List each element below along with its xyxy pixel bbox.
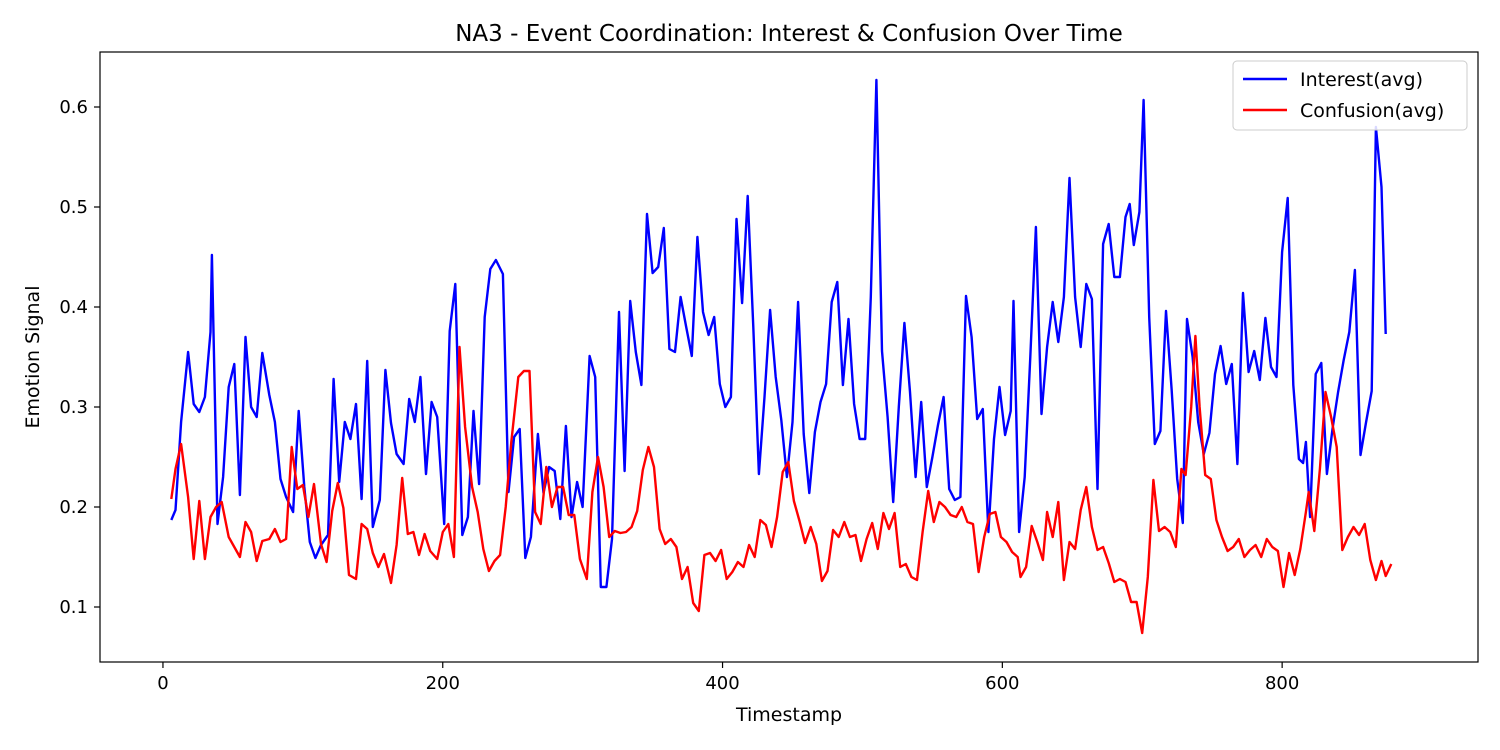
series-lines [170, 78, 1393, 635]
x-tick-label: 0 [157, 673, 168, 694]
plot-area [99, 51, 1479, 663]
x-tick-label: 400 [705, 673, 739, 694]
legend: Interest(avg) Confusion(avg) [1232, 60, 1468, 131]
y-tick-label: 0.2 [59, 497, 88, 518]
y-axis-label: Emotion Signal [22, 286, 44, 429]
x-tick-label: 200 [426, 673, 460, 694]
y-tick-label: 0.5 [59, 197, 88, 218]
y-axis: 0.1 0.2 0.3 0.4 0.5 0.6 [59, 97, 100, 618]
chart-title: NA3 - Event Coordination: Interest & Con… [455, 21, 1123, 47]
plot-background [100, 52, 1478, 662]
x-tick-label: 800 [1265, 673, 1299, 694]
legend-label-interest: Interest(avg) [1300, 69, 1423, 91]
x-tick-label: 600 [985, 673, 1019, 694]
y-tick-label: 0.1 [59, 597, 88, 618]
y-tick-label: 0.4 [59, 297, 88, 318]
legend-label-confusion: Confusion(avg) [1300, 100, 1444, 122]
y-tick-label: 0.6 [59, 97, 88, 118]
x-axis-label: Timestamp [735, 704, 842, 726]
legend-box [1232, 60, 1468, 131]
x-axis: 0 200 400 600 800 [157, 662, 1299, 694]
y-tick-label: 0.3 [59, 397, 88, 418]
series-line-confusion-avg [170, 334, 1393, 635]
plot-frame [99, 51, 1479, 663]
series-line-interest-avg [170, 78, 1387, 589]
